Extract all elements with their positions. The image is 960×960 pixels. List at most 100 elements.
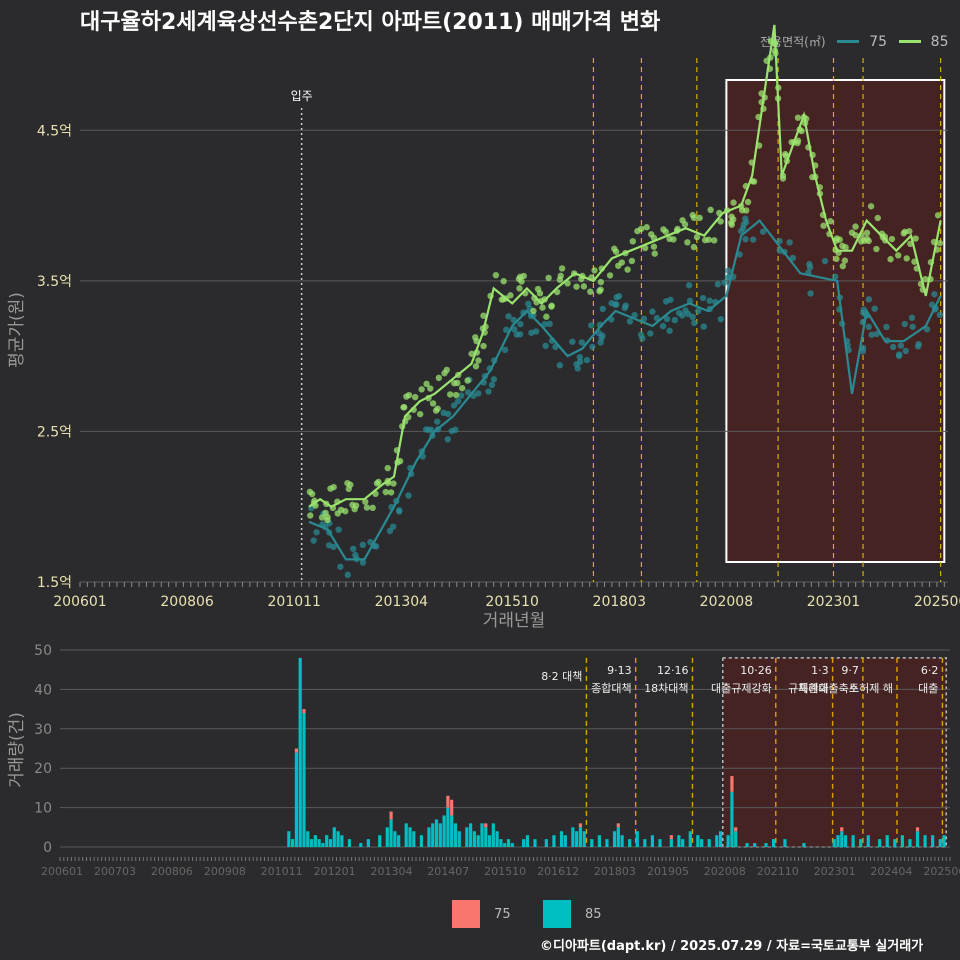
scatter-point-75 bbox=[691, 319, 698, 327]
scatter-point-75 bbox=[501, 346, 509, 354]
bar-85 bbox=[563, 835, 567, 847]
bar-85 bbox=[843, 835, 848, 847]
scatter-point-85 bbox=[403, 393, 410, 400]
x-tick-label: 200908 bbox=[204, 865, 246, 878]
scatter-point-75 bbox=[789, 254, 797, 262]
scatter-point-85 bbox=[833, 255, 840, 263]
scatter-point-75 bbox=[695, 307, 702, 315]
scatter-point-75 bbox=[897, 342, 905, 349]
scatter-point-75 bbox=[806, 260, 813, 268]
bar-75 bbox=[389, 811, 393, 820]
policy-label: 특례대출축소 bbox=[798, 682, 859, 695]
bar-85 bbox=[908, 839, 912, 847]
bar-85 bbox=[298, 657, 302, 847]
scatter-point-85 bbox=[934, 212, 942, 219]
x-tick-label: 201803 bbox=[593, 594, 646, 610]
scatter-point-85 bbox=[318, 514, 326, 521]
bar-85 bbox=[764, 843, 768, 847]
scatter-point-85 bbox=[369, 504, 376, 512]
bar-85 bbox=[419, 835, 423, 847]
bar-85 bbox=[340, 835, 344, 847]
y-axis-label: 평균가(원) bbox=[7, 292, 27, 368]
scatter-point-75 bbox=[621, 304, 629, 312]
bar-85 bbox=[457, 831, 461, 847]
scatter-point-75 bbox=[671, 316, 678, 324]
scatter-point-85 bbox=[545, 274, 552, 282]
bar-85 bbox=[582, 831, 586, 847]
scatter-point-75 bbox=[742, 236, 749, 243]
scatter-point-85 bbox=[895, 252, 902, 259]
legend-top-label-85: 85 bbox=[930, 33, 949, 50]
scatter-point-85 bbox=[475, 357, 482, 364]
scatter-point-85 bbox=[612, 248, 620, 255]
bar-85 bbox=[753, 843, 757, 847]
bar-85 bbox=[938, 839, 942, 847]
bar-85 bbox=[389, 819, 393, 847]
scatter-point-75 bbox=[434, 418, 441, 425]
scatter-point-75 bbox=[714, 281, 722, 288]
policy-label: 10·26 bbox=[740, 664, 772, 677]
bar-85 bbox=[499, 839, 503, 847]
x-tick-label: 200806 bbox=[151, 865, 193, 878]
scatter-point-75 bbox=[631, 311, 638, 319]
scatter-point-85 bbox=[307, 512, 314, 519]
scatter-point-85 bbox=[901, 228, 909, 235]
scatter-point-75 bbox=[546, 320, 553, 328]
scatter-point-85 bbox=[660, 226, 667, 233]
scatter-point-85 bbox=[373, 480, 381, 487]
scatter-point-85 bbox=[580, 283, 588, 290]
bar-85 bbox=[287, 831, 291, 847]
bar-75 bbox=[840, 827, 844, 832]
scatter-point-85 bbox=[701, 236, 709, 244]
x-tick-label: 202301 bbox=[807, 594, 860, 610]
scatter-point-75 bbox=[313, 529, 320, 536]
bar-85 bbox=[446, 807, 450, 847]
scatter-point-75 bbox=[589, 343, 596, 351]
scatter-point-85 bbox=[684, 239, 691, 246]
volume-chart: 0 10 20 30 40 50 거래량(건) 200601 200703 200806 20090… bbox=[7, 643, 960, 878]
scatter-point-85 bbox=[922, 275, 929, 283]
bar-85 bbox=[866, 835, 870, 847]
bar-85 bbox=[321, 843, 325, 847]
y-tick-label: 3.5억 bbox=[37, 274, 72, 290]
scatter-point-75 bbox=[428, 426, 435, 434]
y-tick-label: 1.5억 bbox=[37, 575, 72, 591]
bar-85 bbox=[612, 831, 617, 847]
y-tick-label: 30 bbox=[34, 722, 52, 738]
scatter-point-75 bbox=[485, 388, 492, 395]
scatter-point-75 bbox=[667, 296, 674, 303]
x-tick-label: 201011 bbox=[268, 594, 321, 610]
scatter-point-75 bbox=[699, 294, 707, 302]
bar-85 bbox=[859, 839, 863, 847]
scatter-point-85 bbox=[363, 504, 371, 511]
bar-85 bbox=[453, 823, 458, 847]
scatter-point-75 bbox=[490, 376, 498, 383]
x-tick-label: 201803 bbox=[594, 865, 636, 878]
scatter-point-85 bbox=[480, 312, 487, 319]
bar-85 bbox=[700, 839, 704, 847]
scatter-point-85 bbox=[464, 377, 471, 384]
bar-85 bbox=[923, 835, 927, 847]
scatter-point-85 bbox=[628, 257, 636, 265]
y-tick-label: 4.5억 bbox=[37, 123, 72, 139]
scatter-point-75 bbox=[464, 389, 472, 396]
scatter-point-85 bbox=[500, 278, 507, 285]
bar-85 bbox=[291, 839, 295, 847]
scatter-point-75 bbox=[936, 311, 944, 319]
scatter-point-75 bbox=[310, 537, 317, 544]
scatter-point-75 bbox=[706, 297, 713, 304]
scatter-point-85 bbox=[839, 262, 847, 270]
bar-85 bbox=[832, 839, 836, 847]
scatter-point-75 bbox=[325, 542, 333, 549]
scatter-point-85 bbox=[651, 250, 658, 257]
scatter-point-75 bbox=[578, 339, 586, 346]
scatter-point-85 bbox=[730, 199, 737, 206]
scatter-point-85 bbox=[666, 235, 673, 243]
scatter-point-85 bbox=[615, 262, 622, 269]
scatter-point-75 bbox=[505, 313, 512, 320]
scatter-point-75 bbox=[931, 291, 938, 298]
scatter-point-85 bbox=[650, 243, 658, 250]
bar-85 bbox=[476, 835, 480, 847]
scatter-point-75 bbox=[511, 326, 518, 333]
bar-85 bbox=[605, 839, 609, 847]
